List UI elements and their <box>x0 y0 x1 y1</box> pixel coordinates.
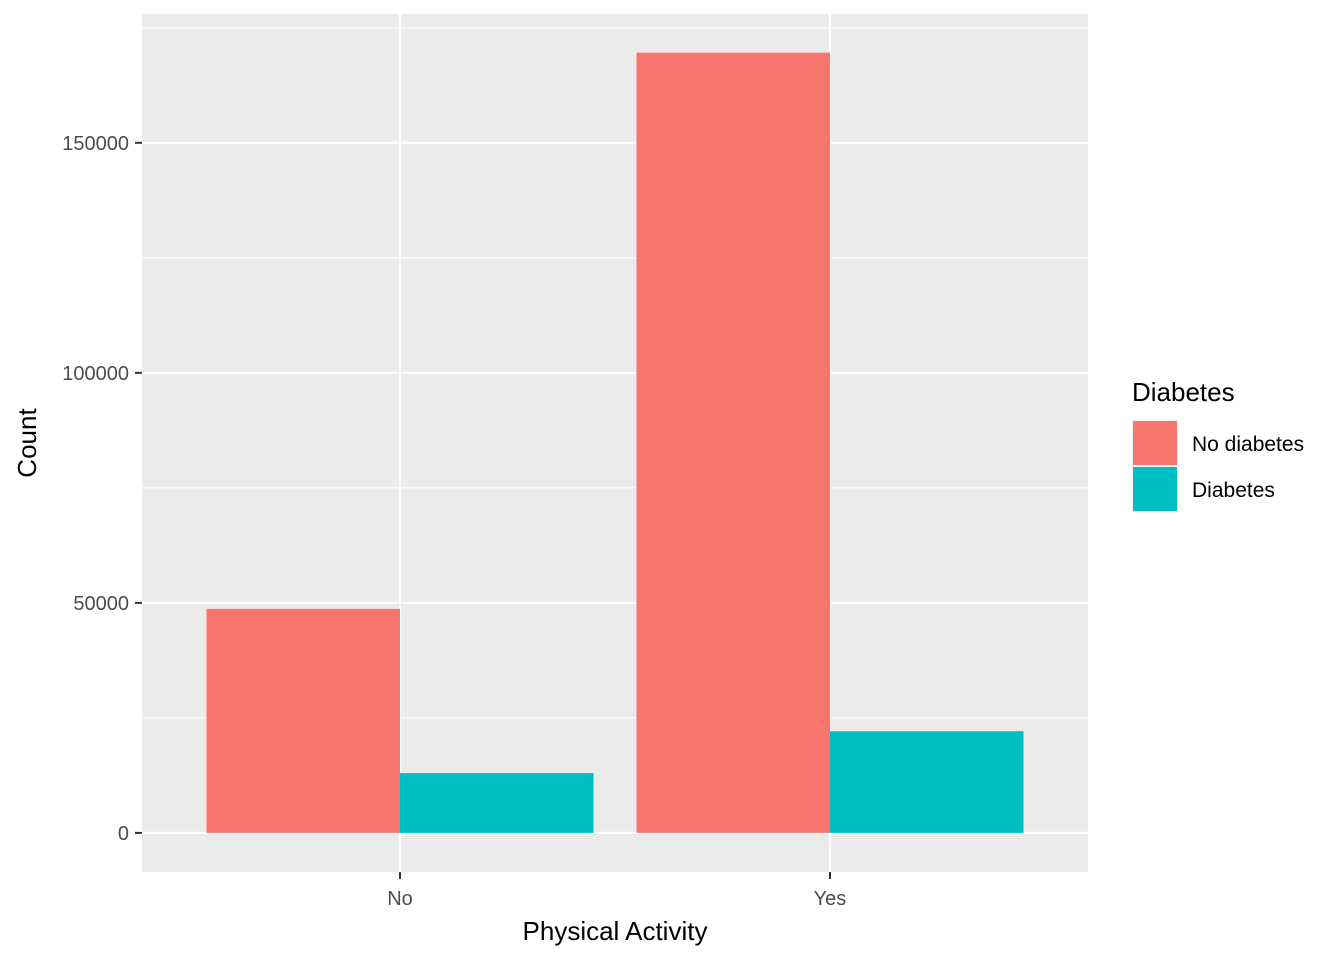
bar-no-diabetes-no <box>206 608 400 833</box>
x-tick-label: Yes <box>814 888 847 910</box>
bar-no-diabetes-yes <box>636 52 830 833</box>
y-tick-label: 150000 <box>62 133 129 155</box>
x-tick-label: No <box>387 888 413 910</box>
x-axis-title: Physical Activity <box>523 916 708 946</box>
legend-key-swatch <box>1133 421 1177 465</box>
y-tick-label: 50000 <box>73 593 129 615</box>
legend: Diabetes No diabetes Diabetes <box>1132 377 1304 512</box>
legend-key-swatch <box>1133 467 1177 511</box>
legend-label: No diabetes <box>1192 433 1304 456</box>
legend-title: Diabetes <box>1132 377 1235 407</box>
legend-items: No diabetes Diabetes <box>1132 420 1304 512</box>
bar-diabetes-no <box>400 773 594 833</box>
legend-label: Diabetes <box>1192 479 1275 502</box>
y-tick-label: 0 <box>118 823 129 845</box>
y-tick-label: 100000 <box>62 363 129 385</box>
bars-group <box>206 52 1024 833</box>
bar-diabetes-yes <box>830 731 1024 833</box>
y-axis: 0 50000 100000 150000 <box>62 133 142 845</box>
y-axis-title: Count <box>12 408 42 478</box>
x-axis: No Yes <box>387 872 846 910</box>
